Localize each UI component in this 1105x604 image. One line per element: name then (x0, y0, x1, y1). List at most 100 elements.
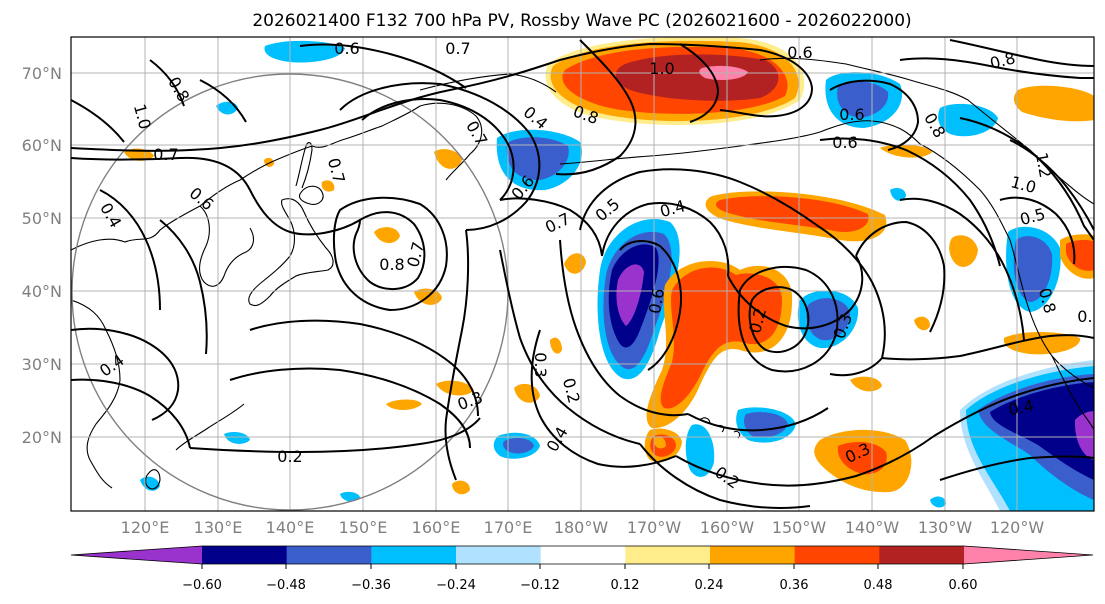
anomaly-region (615, 54, 779, 101)
anomaly-region (890, 188, 906, 201)
lon-label: 170°W (627, 518, 682, 537)
pv-contour (444, 229, 470, 481)
contour-label: 0.6 (334, 39, 359, 58)
colorbar-tick-label: −0.12 (520, 578, 560, 593)
pv-contour (737, 265, 839, 373)
colorbar-segment (794, 546, 880, 564)
pv-contour (619, 240, 682, 371)
anomaly-region (1074, 411, 1094, 460)
contour-label: 0.6 (832, 133, 857, 152)
anomaly-region (806, 298, 850, 341)
contour-label: 0.2 (277, 447, 302, 466)
anomaly-region (930, 496, 946, 508)
contour-label: 1.2 (1032, 151, 1055, 179)
pv-contour (899, 197, 1025, 341)
colorbar-tick-label: −0.48 (266, 578, 306, 593)
pv-contour (499, 197, 603, 257)
contour-label: 0.4 (1007, 396, 1035, 419)
contour-label: 0.6 (839, 105, 864, 124)
pv-contour (71, 99, 125, 143)
pv-contour (71, 378, 191, 449)
anomaly-region (837, 81, 889, 118)
longitude-labels: 120°E 130°E 140°E 150°E 160°E 170°E 180°… (121, 518, 1045, 537)
anomaly-region (386, 399, 422, 410)
anomaly-region (1013, 85, 1094, 122)
coastline-japan (248, 198, 334, 307)
anomaly-region (653, 436, 666, 449)
pv-contour (530, 329, 677, 468)
pv-contour (819, 137, 1001, 267)
pv-contour (149, 59, 185, 107)
latitude-labels: 70°N 60°N 50°N 40°N 30°N 20°N (22, 64, 62, 447)
colorbar-tick-label: −0.60 (182, 578, 222, 593)
pv-contour (559, 239, 689, 417)
pv-contour (555, 39, 637, 176)
colorbar-tick-label: 0.36 (780, 578, 809, 593)
anomaly-region (850, 376, 882, 392)
lon-label: 130°E (194, 518, 243, 537)
anomaly-region (506, 137, 569, 180)
pv-contour (829, 79, 920, 151)
map-frame (70, 36, 1095, 512)
pv-contour (499, 249, 641, 445)
anomaly-region (990, 382, 1094, 480)
anomaly-region (452, 480, 470, 495)
anomaly-region (616, 264, 644, 326)
colorbar-extend-min (71, 546, 202, 564)
pv-contour (687, 407, 829, 432)
pv-contour (748, 286, 810, 353)
coastline-aleutians (559, 131, 821, 165)
coastline-ryukyu (175, 403, 245, 451)
lon-label: 150°W (772, 518, 827, 537)
pv-contour (855, 220, 946, 333)
pv-contour (71, 156, 361, 236)
anomaly-region (716, 196, 869, 233)
lon-label: 150°E (339, 518, 388, 537)
lat-label: 50°N (22, 209, 62, 228)
gridlines (71, 37, 1094, 511)
lat-label: 60°N (22, 136, 62, 155)
colorbar-segment (202, 546, 288, 564)
pv-contour (229, 367, 471, 449)
anomaly-region (434, 149, 462, 169)
coastline-kamchatka (419, 102, 483, 181)
coastline-korea (198, 205, 255, 287)
lat-label: 40°N (22, 282, 62, 301)
coastline-hokkaido (298, 185, 324, 205)
anomaly-region (224, 432, 250, 444)
pv-contour (675, 435, 935, 487)
pv-contour (939, 455, 1094, 481)
colorbar-segment (456, 546, 542, 564)
pv-contours (71, 39, 1094, 509)
pv-contour (817, 225, 886, 359)
colorbar-segment (371, 546, 457, 564)
contour-label: 0.6 (645, 287, 668, 315)
coastline-baja (1051, 355, 1094, 431)
anomaly-region (340, 491, 360, 502)
contour-label: 0.7 (153, 145, 178, 164)
colorbar-tick-label: −0.36 (351, 578, 391, 593)
map-content: 0.7 0.6 0.8 1.0 0.6 0.8 1.0 0.7 0.6 0.4 … (71, 37, 1102, 511)
colorbar-segment (879, 546, 965, 564)
pv-contour (299, 43, 467, 89)
pv-contour (829, 334, 1094, 377)
colorbar-extend-max (964, 546, 1093, 564)
lon-label: 120°W (990, 518, 1045, 537)
lat-label: 70°N (22, 64, 62, 83)
colorbar-tick-label: 0.48 (864, 578, 893, 593)
coastline-china (71, 299, 121, 489)
anomaly-region (264, 40, 345, 63)
pv-contour (999, 196, 1076, 265)
lat-label: 30°N (22, 355, 62, 374)
pv-anomaly-shading (124, 37, 1094, 511)
pv-contour (899, 57, 1094, 79)
lon-label: 170°E (484, 518, 533, 537)
colorbar-segment (286, 546, 372, 564)
contour-label: 1.0 (649, 59, 674, 78)
lon-label: 120°E (121, 518, 170, 537)
contour-label: 0.7 (445, 39, 470, 58)
coastline-sakhalin (295, 141, 313, 189)
anomaly-region (503, 438, 534, 454)
contour-label: 0.2 (1077, 307, 1102, 326)
